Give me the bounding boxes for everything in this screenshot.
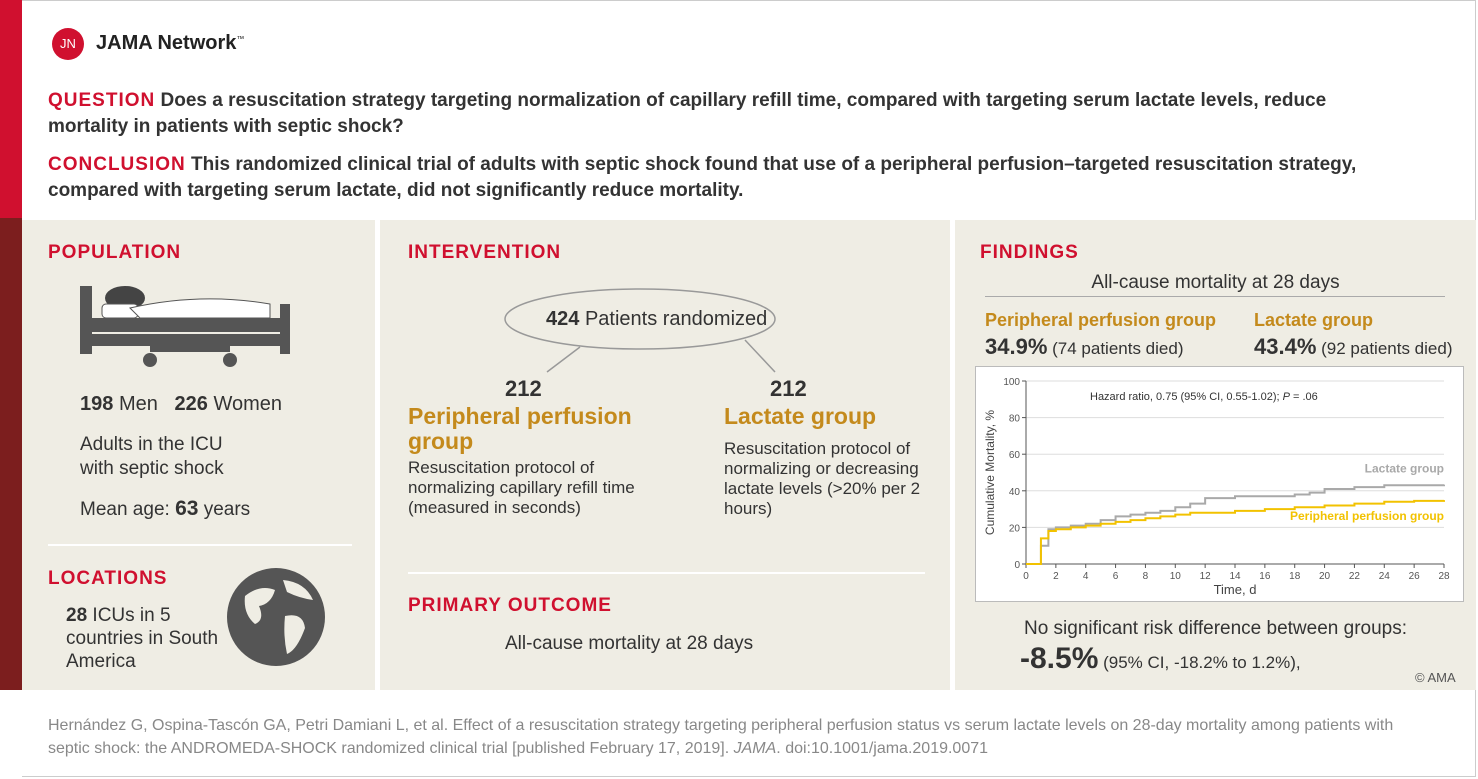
x-tick-label: 28 [1438, 571, 1450, 582]
divider [408, 572, 925, 574]
conclusion: CONCLUSION This randomized clinical tria… [48, 152, 1408, 204]
intervention-panel [380, 220, 950, 690]
sex-counts: 198 Men 226 Women [80, 393, 282, 416]
risk-result: -8.5% (95% CI, -18.2% to 1.2%), [1020, 642, 1301, 676]
findings-subtitle: All-cause mortality at 28 days [1091, 272, 1340, 293]
section-title: LOCATIONS [48, 568, 168, 589]
divider [985, 296, 1445, 297]
mean-age: Mean age: 63 years [80, 497, 250, 521]
men-count: 198 [80, 393, 114, 415]
series-line [1026, 484, 1445, 565]
x-tick-label: 12 [1200, 571, 1212, 582]
question: QUESTION Does a resuscitation strategy t… [48, 88, 1408, 140]
randomized: 424 Patients randomized [546, 308, 767, 331]
annotation: Hazard ratio, 0.75 (95% CI, 0.55-1.02); … [1090, 391, 1318, 403]
question-label: QUESTION [48, 90, 156, 111]
x-tick-label: 4 [1083, 571, 1089, 582]
bed-icon [80, 286, 290, 367]
population-description: Adults in the ICU with septic shock [80, 434, 224, 479]
age-label: Mean age: [80, 499, 170, 520]
annotation-part: P [1283, 391, 1291, 403]
arm-name: Peripheral perfusion group [408, 403, 632, 454]
group-percent: 43.4% [1254, 334, 1317, 359]
icu-count: 28 [66, 605, 88, 626]
age-unit: years [203, 499, 251, 520]
citation-journal: JAMA [733, 740, 777, 757]
randomized-label: Patients randomized [584, 308, 768, 330]
x-tick-label: 8 [1143, 571, 1149, 582]
risk-ci: (95% CI, -18.2% to 1.2%), [1103, 653, 1301, 672]
y-tick-label: 100 [1003, 377, 1020, 388]
risk-text: No significant risk difference between g… [1023, 618, 1408, 639]
section-title: POPULATION [48, 242, 182, 263]
citation-doi: . doi:10.1001/jama.2019.0071 [776, 740, 989, 757]
arm-name: Lactate group [724, 403, 877, 429]
series-label: Lactate group [1365, 462, 1444, 476]
x-tick-label: 22 [1349, 571, 1361, 582]
group-name: Peripheral perfusion group [985, 310, 1217, 330]
arm-description: Resuscitation protocol of normalizing or… [724, 439, 921, 518]
series-label: Peripheral perfusion group [1290, 509, 1444, 523]
divider [48, 544, 352, 546]
citation: Hernández G, Ospina-Tascón GA, Petri Dam… [48, 714, 1428, 760]
x-tick-label: 18 [1289, 571, 1301, 582]
x-tick-label: 2 [1053, 571, 1059, 582]
group-result: 34.9% (74 patients died) [985, 334, 1184, 360]
accent-bar [0, 218, 22, 690]
risk-value: -8.5% [1020, 642, 1099, 675]
group-result: 43.4% (92 patients died) [1254, 334, 1453, 360]
section-title: INTERVENTION [408, 242, 562, 263]
arm-count: 212 [505, 376, 542, 401]
y-tick-label: 40 [1009, 487, 1021, 498]
globe-icon [227, 568, 325, 666]
randomized-count: 424 [546, 308, 580, 330]
locations-description: ICUs in 5 countries in South America [66, 605, 219, 672]
x-tick-label: 16 [1259, 571, 1271, 582]
x-tick-label: 20 [1319, 571, 1331, 582]
women-label: Women [213, 393, 282, 415]
x-axis-label: Time, d [1214, 582, 1257, 597]
x-tick-label: 0 [1023, 571, 1029, 582]
group-detail: (74 patients died) [1052, 339, 1184, 358]
x-tick-label: 14 [1229, 571, 1241, 582]
trademark: ™ [236, 34, 245, 44]
outcome-text: All-cause mortality at 28 days [505, 633, 754, 654]
x-tick-label: 10 [1170, 571, 1182, 582]
x-tick-label: 24 [1379, 571, 1391, 582]
x-tick-label: 26 [1409, 571, 1421, 582]
arm-description: Resuscitation protocol of normalizing ca… [408, 458, 635, 517]
x-tick-label: 6 [1113, 571, 1119, 582]
group-detail: (92 patients died) [1321, 339, 1453, 358]
series-line [1026, 499, 1445, 565]
women-count: 226 [174, 393, 208, 415]
group-percent: 34.9% [985, 334, 1048, 359]
y-axis-label: Cumulative Mortality, % [983, 410, 997, 535]
copyright: © AMA [1415, 670, 1456, 685]
group-name: Lactate group [1254, 310, 1374, 330]
y-tick-label: 80 [1009, 414, 1021, 425]
y-tick-label: 0 [1014, 560, 1020, 571]
accent-bar [0, 0, 22, 218]
brand: JAMA Network™ [96, 32, 244, 55]
locations-text: 28 ICUs in 5 countries in South America [66, 604, 226, 673]
question-text: Does a resuscitation strategy targeting … [48, 90, 1327, 137]
brand-name: JAMA Network [96, 32, 237, 54]
conclusion-text: This randomized clinical trial of adults… [48, 154, 1357, 201]
annotation-part: = .06 [1290, 391, 1318, 403]
age-value: 63 [175, 497, 199, 520]
y-tick-label: 60 [1009, 450, 1021, 461]
section-title: PRIMARY OUTCOME [408, 595, 612, 616]
randomization-diagram [504, 288, 776, 373]
conclusion-label: CONCLUSION [48, 154, 186, 175]
annotation-part: Hazard ratio, 0.75 (95% CI, 0.55-1.02); [1090, 391, 1283, 403]
men-label: Men [118, 393, 158, 415]
y-tick-label: 20 [1009, 523, 1021, 534]
citation-text: Hernández G, Ospina-Tascón GA, Petri Dam… [48, 717, 1394, 757]
logo: JN [52, 28, 84, 60]
arm-count: 212 [770, 376, 807, 401]
section-title: FINDINGS [980, 242, 1079, 263]
